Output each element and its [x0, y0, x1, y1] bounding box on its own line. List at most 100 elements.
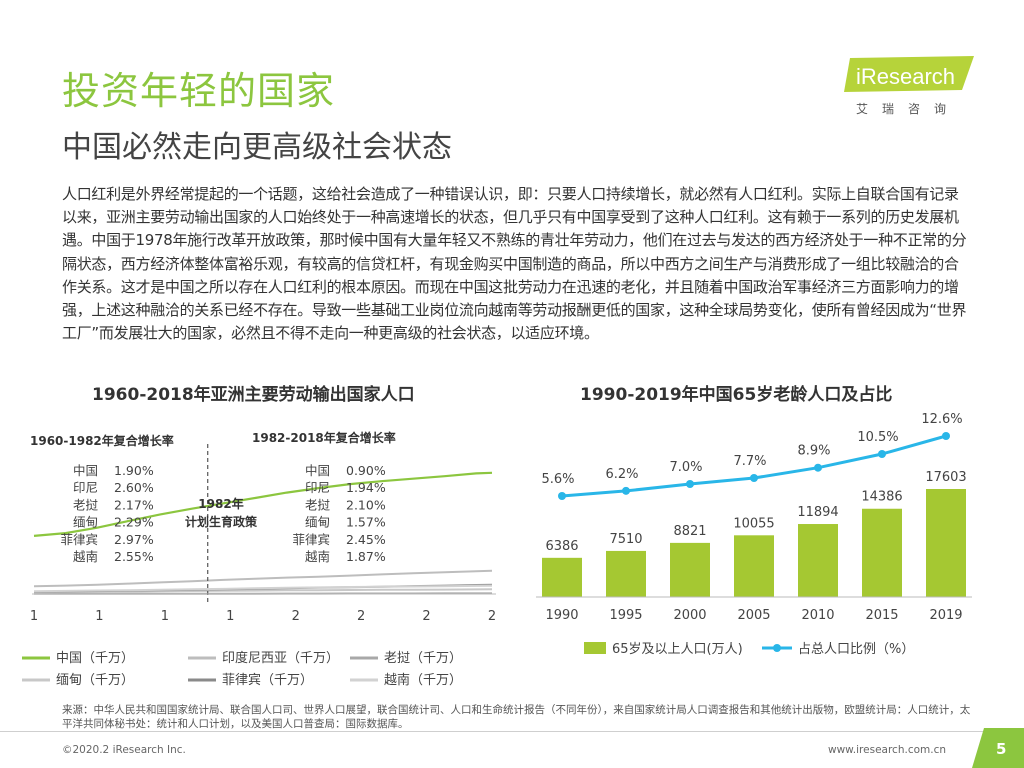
x-tick-label: 1 [226, 609, 234, 624]
x-category-label: 2010 [801, 608, 834, 623]
page-subtitle: 中国必然走向更高级社会状态 [62, 130, 452, 165]
bar-2005 [734, 535, 774, 597]
chart2-title: 1990-2019年中国65岁老龄人口及占比 [580, 385, 893, 405]
page-title: 投资年轻的国家 [62, 69, 336, 113]
iresearch-logo: iResearch 艾瑞咨询 [836, 56, 976, 120]
x-category-label: 1990 [545, 608, 578, 623]
bar-value-label: 17603 [925, 470, 966, 485]
right-rate-country: 印尼 [305, 480, 330, 495]
ratio-label: 5.6% [541, 472, 574, 487]
ratio-point [558, 492, 566, 500]
page-number-badge [972, 728, 1024, 768]
left-rate-heading: 1960-1982年复合增长率 [30, 433, 174, 448]
legend-label-2: 老挝（千万） [384, 651, 462, 666]
bar-value-label: 14386 [861, 490, 902, 505]
left-rate-country: 印尼 [73, 480, 98, 495]
legend-bar-label: 65岁及以上人口(万人) [612, 642, 743, 657]
left-rate-value: 2.29% [114, 515, 154, 530]
ratio-label: 12.6% [921, 412, 962, 427]
bar-2010 [798, 524, 838, 597]
x-tick-label: 1 [95, 609, 103, 624]
bar-2019 [926, 489, 966, 597]
left-rate-country: 老挝 [73, 497, 99, 512]
bar-value-label: 10055 [733, 516, 774, 531]
x-tick-label: 2 [488, 609, 496, 624]
ratio-point [814, 463, 822, 472]
bar-1995 [606, 550, 646, 597]
page-number: 5 [996, 740, 1007, 758]
ratio-point [942, 432, 950, 440]
legend-label-5: 越南（千万） [384, 672, 462, 688]
copyright-text: ©2020.2 iResearch Inc. [62, 744, 186, 756]
population-line-chart: 1 1 1 1 2 2 2 2 1960-1982年复合增长率 1982-2018年复合增长率… [30, 430, 496, 624]
x-tick-label: 2 [292, 609, 300, 624]
left-rate-country: 中国 [73, 463, 98, 478]
left-rate-value: 2.55% [114, 549, 154, 564]
legend-label-4: 菲律宾（千万） [222, 672, 313, 688]
ratio-label: 7.0% [669, 460, 702, 475]
bar-1990 [542, 557, 582, 597]
right-rate-country: 缅甸 [305, 515, 330, 530]
x-category-label: 2015 [865, 608, 898, 623]
bar-value-label: 11894 [797, 505, 838, 520]
x-tick-label: 2 [357, 609, 365, 624]
x-category-label: 1995 [609, 608, 642, 623]
bar-value-label: 7510 [609, 532, 642, 547]
x-tick-label: 1 [30, 609, 38, 624]
source-note: 来源：中华人民共和国国家统计局、联合国人口司、世界人口展望，联合国统计司、人口和… [62, 704, 971, 730]
chart1-title: 1960-2018年亚洲主要劳动输出国家人口 [92, 385, 415, 405]
ratio-label: 6.2% [605, 467, 638, 482]
left-rate-country: 缅甸 [73, 515, 98, 530]
ratio-point [686, 480, 694, 488]
ratio-point [878, 450, 886, 458]
series-line-5 [33, 584, 493, 593]
left-rate-value: 2.60% [114, 480, 154, 495]
ratio-point [622, 486, 630, 495]
ratio-label: 7.7% [733, 454, 766, 469]
right-rate-value: 1.57% [346, 515, 386, 530]
elderly-population-chart: 6386 7510 8821 10055 11894 14386 17603 5.6% 6.2… [536, 412, 972, 657]
legend-label-1: 印度尼西亚（千万） [222, 650, 339, 666]
left-rate-value: 2.17% [114, 497, 154, 512]
bar-value-label: 6386 [545, 539, 578, 554]
website-link[interactable]: www.iresearch.com.cn [828, 744, 947, 756]
ratio-label: 8.9% [797, 444, 830, 459]
bar-value-label: 8821 [673, 524, 706, 539]
series-line-1 [33, 569, 493, 588]
right-rate-value: 2.10% [346, 497, 386, 512]
logo-badge-shape [844, 56, 974, 92]
right-rate-country: 老挝 [305, 497, 331, 512]
x-category-label: 2000 [673, 608, 706, 623]
right-rate-country: 菲律宾 [292, 532, 330, 547]
right-rate-country: 中国 [305, 463, 330, 478]
chart1-legend: 中国（千万） 印度尼西亚（千万） 老挝（千万） 缅甸（千万） 菲律宾（千万） 越南（千万） [22, 650, 462, 688]
legend-label-3: 缅甸（千万） [56, 673, 134, 688]
x-category-label: 2005 [737, 608, 770, 623]
legend-line-label: 占总人口比例（%） [798, 642, 914, 657]
logo-brand-text: iResearch [856, 64, 956, 89]
legend-label-0: 中国（千万） [56, 651, 134, 666]
footer-divider [0, 731, 1024, 732]
x-tick-label: 1 [161, 609, 169, 624]
right-rate-heading: 1982-2018年复合增长率 [252, 430, 396, 445]
body-paragraph: 人口红利是外界经常提起的一个话题，这给社会造成了一种错误认识，即：只要人口持续增… [62, 185, 967, 343]
left-rate-value: 1.90% [114, 463, 154, 478]
right-rate-value: 2.45% [346, 532, 386, 547]
legend-line-marker [773, 644, 781, 652]
event-year-label: 1982年 [198, 496, 243, 511]
legend-bar-swatch [584, 642, 606, 654]
x-tick-label: 2 [422, 609, 430, 624]
left-rate-value: 2.97% [114, 532, 154, 547]
ratio-point [750, 474, 758, 482]
event-policy-label: 计划生育政策 [185, 514, 258, 529]
right-rate-value: 0.90% [346, 463, 386, 478]
x-category-label: 2019 [929, 608, 962, 623]
left-rate-country: 菲律宾 [60, 532, 98, 547]
bar-2000 [670, 542, 710, 597]
series-line-0 [33, 471, 493, 537]
right-rate-value: 1.94% [346, 480, 386, 495]
right-rate-value: 1.87% [346, 549, 386, 564]
ratio-label: 10.5% [857, 430, 898, 445]
logo-sub-text: 艾瑞咨询 [856, 102, 961, 116]
bar-2015 [862, 508, 902, 597]
